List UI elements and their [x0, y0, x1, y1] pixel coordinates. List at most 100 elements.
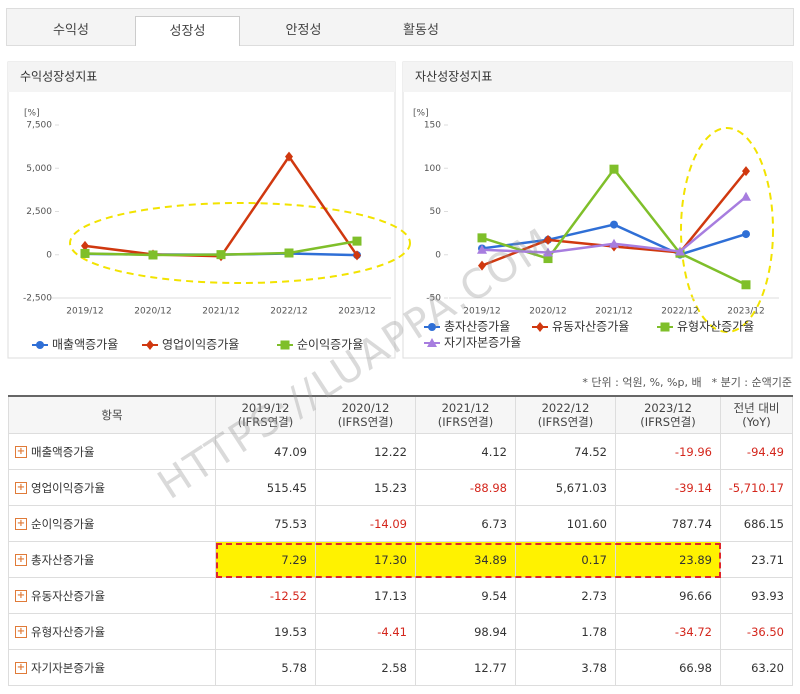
marker: [478, 260, 486, 271]
y-tick-label: 0: [435, 250, 441, 260]
value-cell: 7.29: [215, 541, 316, 578]
value-cell: 6.73: [415, 505, 516, 542]
row-label-cell: + 유형자산증가율: [8, 613, 216, 650]
marker: [216, 250, 226, 260]
tab[interactable]: 성장성: [135, 16, 240, 46]
period: 2022/12: [541, 401, 590, 415]
value-cell: -19.96: [615, 433, 721, 470]
y-tick-label: 50: [430, 207, 442, 217]
value-cell: -88.98: [415, 469, 516, 506]
marker: [477, 244, 487, 254]
expand-icon[interactable]: +: [15, 590, 27, 602]
tab[interactable]: 안정성: [285, 23, 322, 38]
basis: (IFRS연결): [237, 415, 294, 429]
expand-icon[interactable]: +: [15, 518, 27, 530]
value-cell: 98.94: [415, 613, 516, 650]
value-cell: 75.53: [215, 505, 316, 542]
value-cell: 9.54: [415, 577, 516, 614]
legend-label: 총자산증가율: [444, 320, 510, 334]
value-cell: -39.14: [615, 469, 721, 506]
expand-icon[interactable]: +: [15, 482, 27, 494]
basis: (IFRS연결): [537, 415, 594, 429]
x-tick-label: 2023/12: [727, 307, 764, 317]
basis: (YoY): [742, 415, 771, 429]
period: 전년 대비: [733, 401, 780, 415]
value-cell: 515.45: [215, 469, 316, 506]
expand-icon[interactable]: +: [15, 446, 27, 458]
note: * 단위 : 억원, %, %p, 배: [582, 376, 702, 389]
marker: [284, 248, 294, 258]
panel: [7, 61, 396, 359]
header-cell: 2023/12 (IFRS연결): [615, 396, 721, 434]
period: 2021/12: [441, 401, 490, 415]
x-tick-label: 2021/12: [202, 307, 239, 317]
legend-label: 영업이익증가율: [162, 338, 239, 352]
marker: [660, 322, 670, 332]
row-label-cell: + 매출액증가율: [8, 433, 216, 470]
marker: [675, 246, 685, 256]
y-tick-label: 150: [424, 121, 441, 131]
row-label: 자기자본증가율: [31, 660, 106, 675]
table-row: + 유형자산증가율 19.53 -4.41 98.94 1.78 -34.72 -36.50: [8, 613, 793, 650]
value-cell: -34.72: [615, 613, 721, 650]
tab[interactable]: 활동성: [403, 23, 439, 38]
value-cell: 23.89: [615, 541, 721, 578]
expand-icon[interactable]: +: [15, 662, 27, 674]
value-cell: 12.77: [415, 649, 516, 686]
value-cell: 74.52: [515, 433, 616, 470]
expand-icon[interactable]: +: [15, 626, 27, 638]
value-cell: 17.13: [315, 577, 416, 614]
marker: [609, 238, 619, 248]
period: 2019/12: [241, 401, 290, 415]
value-cell: 0.17: [515, 541, 616, 578]
tab[interactable]: 수익성: [53, 23, 89, 38]
marker: [428, 323, 436, 331]
row-label: 총자산증가율: [31, 552, 95, 567]
chart-title: 자산성장성지표: [415, 70, 492, 84]
value-cell: 19.53: [215, 613, 316, 650]
notes: * 단위 : 억원, %, %p, 배 * 분기 : 순액기준: [572, 374, 792, 390]
x-tick-label: 2022/12: [270, 307, 307, 317]
x-tick-label: 2023/12: [338, 307, 375, 317]
period: 2023/12: [644, 401, 692, 415]
value-cell: 2.58: [315, 649, 416, 686]
marker: [477, 233, 487, 243]
row-label: 순이익증가율: [31, 516, 95, 531]
value-cell: 15.23: [315, 469, 416, 506]
table-row: + 총자산증가율 7.29 17.30 34.89 0.17 23.89 23.71: [8, 541, 793, 578]
value-cell: 4.12: [415, 433, 516, 470]
header-row: 항목 2019/12 (IFRS연결) 2020/12 (IFRS연결) 2021/12(…: [8, 396, 793, 434]
marker: [285, 151, 293, 162]
marker: [610, 220, 618, 229]
marker: [146, 340, 154, 350]
marker: [353, 250, 361, 261]
tab-bar: 수익성 성장성 안정성 활동성: [6, 8, 794, 46]
row-label: 매출액증가율: [31, 444, 95, 459]
marker: [609, 164, 619, 174]
value-cell: 23.71: [720, 541, 793, 578]
chart-title: 수익성장성지표: [20, 70, 97, 84]
row-label-cell: + 유동자산증가율: [8, 577, 216, 614]
value-cell: -94.49: [720, 433, 793, 470]
legend-label: 유형자산증가율: [677, 320, 754, 334]
basis: (IFRS연결): [437, 415, 494, 429]
row-label: 유동자산증가율: [31, 588, 106, 603]
y-tick-label: 7,500: [26, 121, 52, 131]
expand-icon[interactable]: +: [15, 554, 27, 566]
legend-label: 매출액증가율: [52, 338, 118, 352]
marker: [80, 248, 90, 258]
table-row: + 영업이익증가율 515.45 15.23 -88.98 5,671.03 -39.14-…: [8, 469, 793, 506]
charts-area: 수익성장성지표 [%] 7,500 5,000 2,500 0 -2,500 2019/12 2…: [7, 61, 793, 359]
x-tick-label: 2021/12: [595, 307, 632, 317]
panel-header: [403, 62, 792, 92]
header-cell: 2020/12 (IFRS연결): [315, 396, 416, 434]
header-cell: 2022/12 (IFRS연결): [515, 396, 616, 434]
period: 2020/12: [341, 401, 390, 415]
x-tick-label: 2020/12: [529, 307, 566, 317]
marker: [544, 234, 552, 245]
x-tick-label: 2022/12: [661, 307, 698, 317]
value-cell: 101.60: [515, 505, 616, 542]
table-row: + 자기자본증가율 5.78 2.58 12.77 3.78 66.98 63.20: [8, 649, 793, 686]
note: * 분기 : 순액기준: [711, 376, 792, 389]
